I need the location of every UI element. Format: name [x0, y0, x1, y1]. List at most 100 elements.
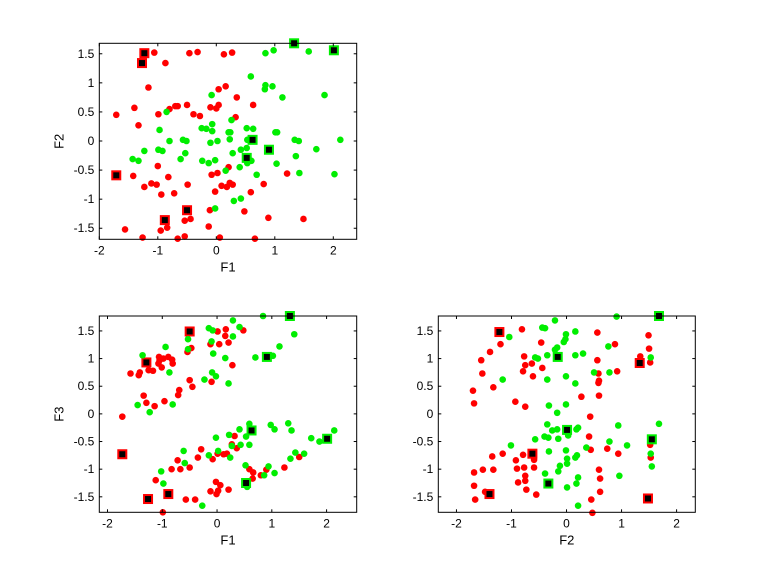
data-point: [221, 332, 229, 340]
data-point: [528, 360, 536, 367]
data-point: [190, 110, 197, 118]
data-point: [146, 408, 153, 416]
data-point: [243, 124, 251, 132]
data-point: [129, 172, 137, 180]
data-point: [129, 155, 136, 163]
data-point: [149, 367, 157, 375]
y-tick-label: 0: [88, 134, 95, 148]
data-point: [595, 466, 603, 474]
data-point: [260, 180, 267, 188]
data-point: [281, 464, 288, 471]
y-tick-label: 0.5: [78, 105, 95, 119]
data-point: [270, 46, 277, 54]
data-point: [161, 397, 168, 405]
data-point: [212, 434, 220, 441]
data-point: [252, 354, 259, 361]
highlighted-point: [494, 327, 505, 338]
data-point: [512, 398, 519, 406]
data-point: [249, 101, 257, 109]
data-point: [541, 470, 549, 477]
data-point: [486, 348, 494, 356]
data-point: [208, 91, 215, 99]
data-point: [135, 157, 142, 165]
x-tick-label: 1: [271, 243, 278, 257]
data-point: [141, 147, 148, 155]
x-tick-label: -1: [157, 516, 168, 530]
series-class-green: [499, 313, 663, 509]
highlighted-point: [184, 326, 195, 337]
data-point: [505, 333, 513, 341]
data-point: [225, 431, 233, 439]
data-point: [521, 403, 529, 410]
data-point: [520, 353, 528, 360]
data-point: [225, 339, 232, 346]
data-point: [181, 233, 189, 240]
y-tick-label: 0: [427, 407, 434, 421]
y-tick-label: 1.5: [78, 324, 95, 338]
data-point: [163, 108, 170, 116]
data-point: [184, 335, 192, 343]
data-point: [590, 369, 598, 376]
data-point: [181, 217, 189, 224]
data-point: [249, 125, 257, 133]
data-point: [194, 454, 202, 461]
y-tick-label: 1: [427, 352, 434, 366]
data-point: [225, 486, 232, 493]
highlighted-point: [527, 448, 538, 459]
x-tick-label: 1: [268, 516, 275, 530]
data-point: [177, 465, 184, 473]
y-tick-label: 1: [88, 76, 95, 90]
x-axis-label: F1: [220, 532, 235, 547]
y-tick-label: -1.5: [413, 490, 434, 504]
data-point: [562, 401, 570, 408]
data-point: [226, 454, 234, 461]
data-point: [208, 171, 215, 179]
data-point: [229, 181, 236, 188]
y-tick-label: 0.5: [78, 379, 95, 393]
data-point: [208, 127, 216, 135]
data-point: [184, 181, 191, 188]
data-point: [159, 147, 166, 155]
highlighted-point: [552, 351, 563, 362]
data-point: [205, 159, 212, 167]
data-point: [229, 333, 237, 340]
highlighted-point: [182, 205, 193, 216]
data-point: [229, 361, 236, 369]
data-point: [586, 413, 594, 420]
data-point: [135, 122, 142, 129]
data-point: [605, 343, 612, 350]
x-tick-label: 2: [673, 516, 680, 530]
data-point: [560, 338, 568, 346]
data-point: [230, 197, 238, 205]
highlighted-point: [634, 358, 645, 369]
data-point: [262, 49, 269, 57]
y-tick-label: 1.5: [417, 324, 434, 338]
y-tick-label: -0.5: [74, 163, 95, 177]
data-point: [514, 479, 522, 486]
data-point: [578, 393, 585, 401]
data-point: [151, 402, 158, 410]
data-point: [242, 461, 249, 469]
data-point: [521, 477, 529, 485]
data-point: [214, 487, 222, 495]
data-point: [292, 449, 299, 456]
data-point: [222, 83, 229, 90]
data-point: [534, 355, 542, 362]
data-point: [148, 180, 155, 187]
data-point: [260, 471, 268, 479]
data-point: [470, 400, 478, 407]
data-point: [283, 170, 291, 177]
data-point: [603, 445, 611, 453]
data-point: [187, 215, 194, 223]
data-point: [215, 85, 222, 93]
data-point: [229, 149, 236, 157]
data-point: [513, 465, 521, 472]
data-point: [613, 367, 621, 375]
data-point: [186, 464, 193, 471]
data-point: [152, 476, 160, 484]
data-point: [300, 450, 308, 457]
data-point: [208, 120, 216, 128]
data-point: [140, 392, 147, 399]
data-point: [543, 351, 551, 359]
data-point: [279, 94, 286, 101]
